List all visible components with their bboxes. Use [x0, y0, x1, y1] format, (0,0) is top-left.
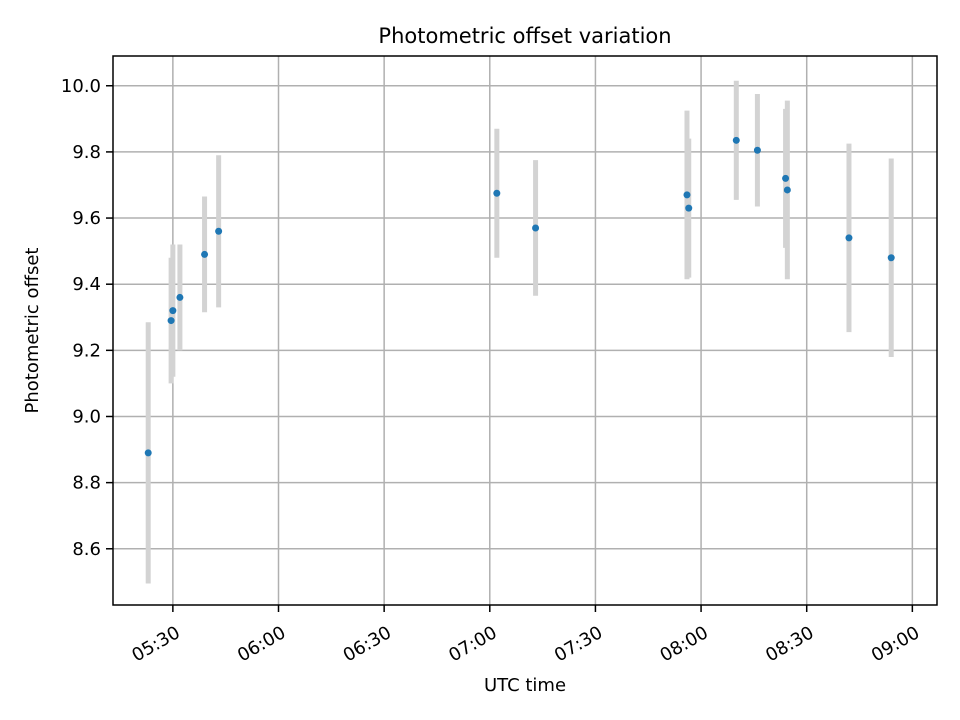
- data-point: [176, 293, 184, 301]
- y-tick-label: 8.6: [72, 539, 101, 560]
- data-points: [144, 136, 895, 457]
- x-axis-title: UTC time: [484, 675, 566, 696]
- data-point: [887, 254, 895, 262]
- data-point: [167, 317, 175, 325]
- data-point: [783, 186, 791, 194]
- data-point: [782, 174, 790, 182]
- y-axis-title: Photometric offset: [22, 248, 43, 414]
- y-tick-label: 10.0: [61, 76, 101, 97]
- data-point: [532, 224, 540, 232]
- data-point: [169, 307, 177, 315]
- plot-frame: [112, 55, 938, 606]
- y-tick-label: 9.0: [72, 406, 101, 427]
- chart-title: Photometric offset variation: [378, 24, 671, 48]
- data-point: [685, 204, 693, 212]
- x-tick-label: 07:30: [551, 622, 606, 666]
- x-axis-ticks: 05:30 06:00 06:30 07:00 07:30 08:00 08:30 09:00: [128, 605, 923, 666]
- y-tick-label: 9.6: [72, 208, 101, 229]
- data-point: [144, 449, 152, 457]
- error-bars: [145, 80, 894, 584]
- x-tick-label: 08:30: [762, 622, 817, 666]
- data-point: [493, 189, 501, 197]
- y-tick-label: 9.8: [72, 142, 101, 163]
- data-point: [201, 250, 209, 258]
- y-axis-ticks: 8.6 8.8 9.0 9.2 9.4 9.6 9.8 10.0: [61, 76, 113, 560]
- data-point: [845, 234, 853, 242]
- x-tick-label: 07:00: [445, 622, 500, 666]
- x-tick-label: 06:00: [234, 622, 289, 666]
- y-tick-label: 9.4: [72, 274, 101, 295]
- data-point: [215, 227, 223, 235]
- grid: [113, 56, 937, 605]
- data-point: [732, 136, 740, 144]
- y-tick-label: 9.2: [72, 340, 101, 361]
- x-tick-label: 09:00: [868, 622, 923, 666]
- y-tick-label: 8.8: [72, 473, 101, 494]
- x-tick-label: 08:00: [657, 622, 712, 666]
- data-point: [683, 191, 691, 199]
- x-tick-label: 06:30: [340, 622, 395, 666]
- data-point: [753, 146, 761, 154]
- x-tick-label: 05:30: [128, 622, 183, 666]
